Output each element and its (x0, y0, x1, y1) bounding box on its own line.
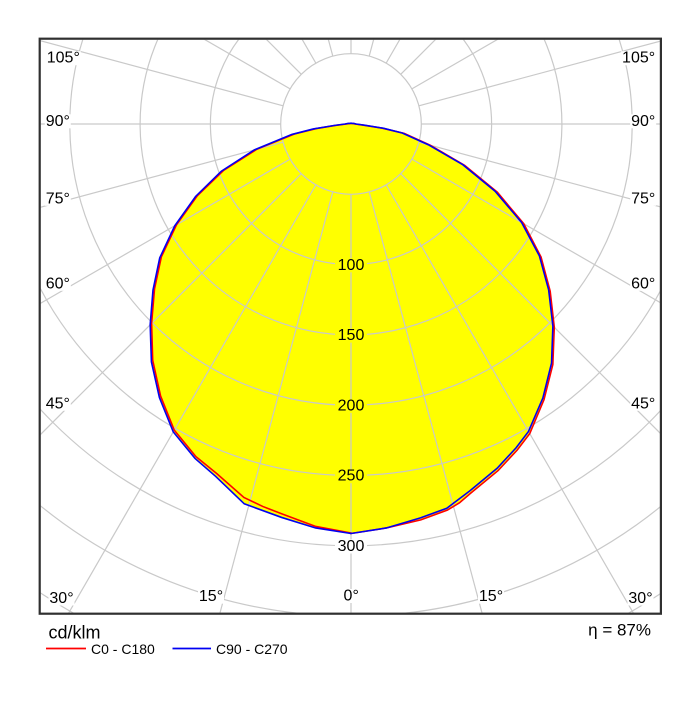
svg-text:300: 300 (338, 538, 365, 555)
svg-text:30°: 30° (628, 590, 652, 607)
svg-text:90°: 90° (631, 113, 655, 130)
svg-text:30°: 30° (49, 590, 73, 607)
svg-text:150: 150 (338, 327, 365, 344)
svg-text:15°: 15° (199, 588, 223, 605)
svg-text:75°: 75° (46, 190, 70, 207)
svg-text:η = 87%: η = 87% (588, 621, 651, 640)
svg-text:C0 - C180: C0 - C180 (91, 641, 155, 657)
svg-text:60°: 60° (631, 275, 655, 292)
svg-text:60°: 60° (46, 275, 70, 292)
svg-text:45°: 45° (46, 395, 70, 412)
svg-text:15°: 15° (479, 588, 503, 605)
svg-text:45°: 45° (631, 395, 655, 412)
svg-text:75°: 75° (631, 190, 655, 207)
svg-text:cd/klm: cd/klm (49, 623, 101, 643)
svg-text:200: 200 (338, 397, 365, 414)
svg-text:250: 250 (338, 468, 365, 485)
svg-text:90°: 90° (46, 113, 70, 130)
svg-text:105°: 105° (622, 50, 655, 67)
svg-text:105°: 105° (47, 50, 80, 67)
svg-text:0°: 0° (344, 588, 359, 605)
svg-text:C90 - C270: C90 - C270 (216, 641, 288, 657)
svg-text:100: 100 (338, 257, 365, 274)
